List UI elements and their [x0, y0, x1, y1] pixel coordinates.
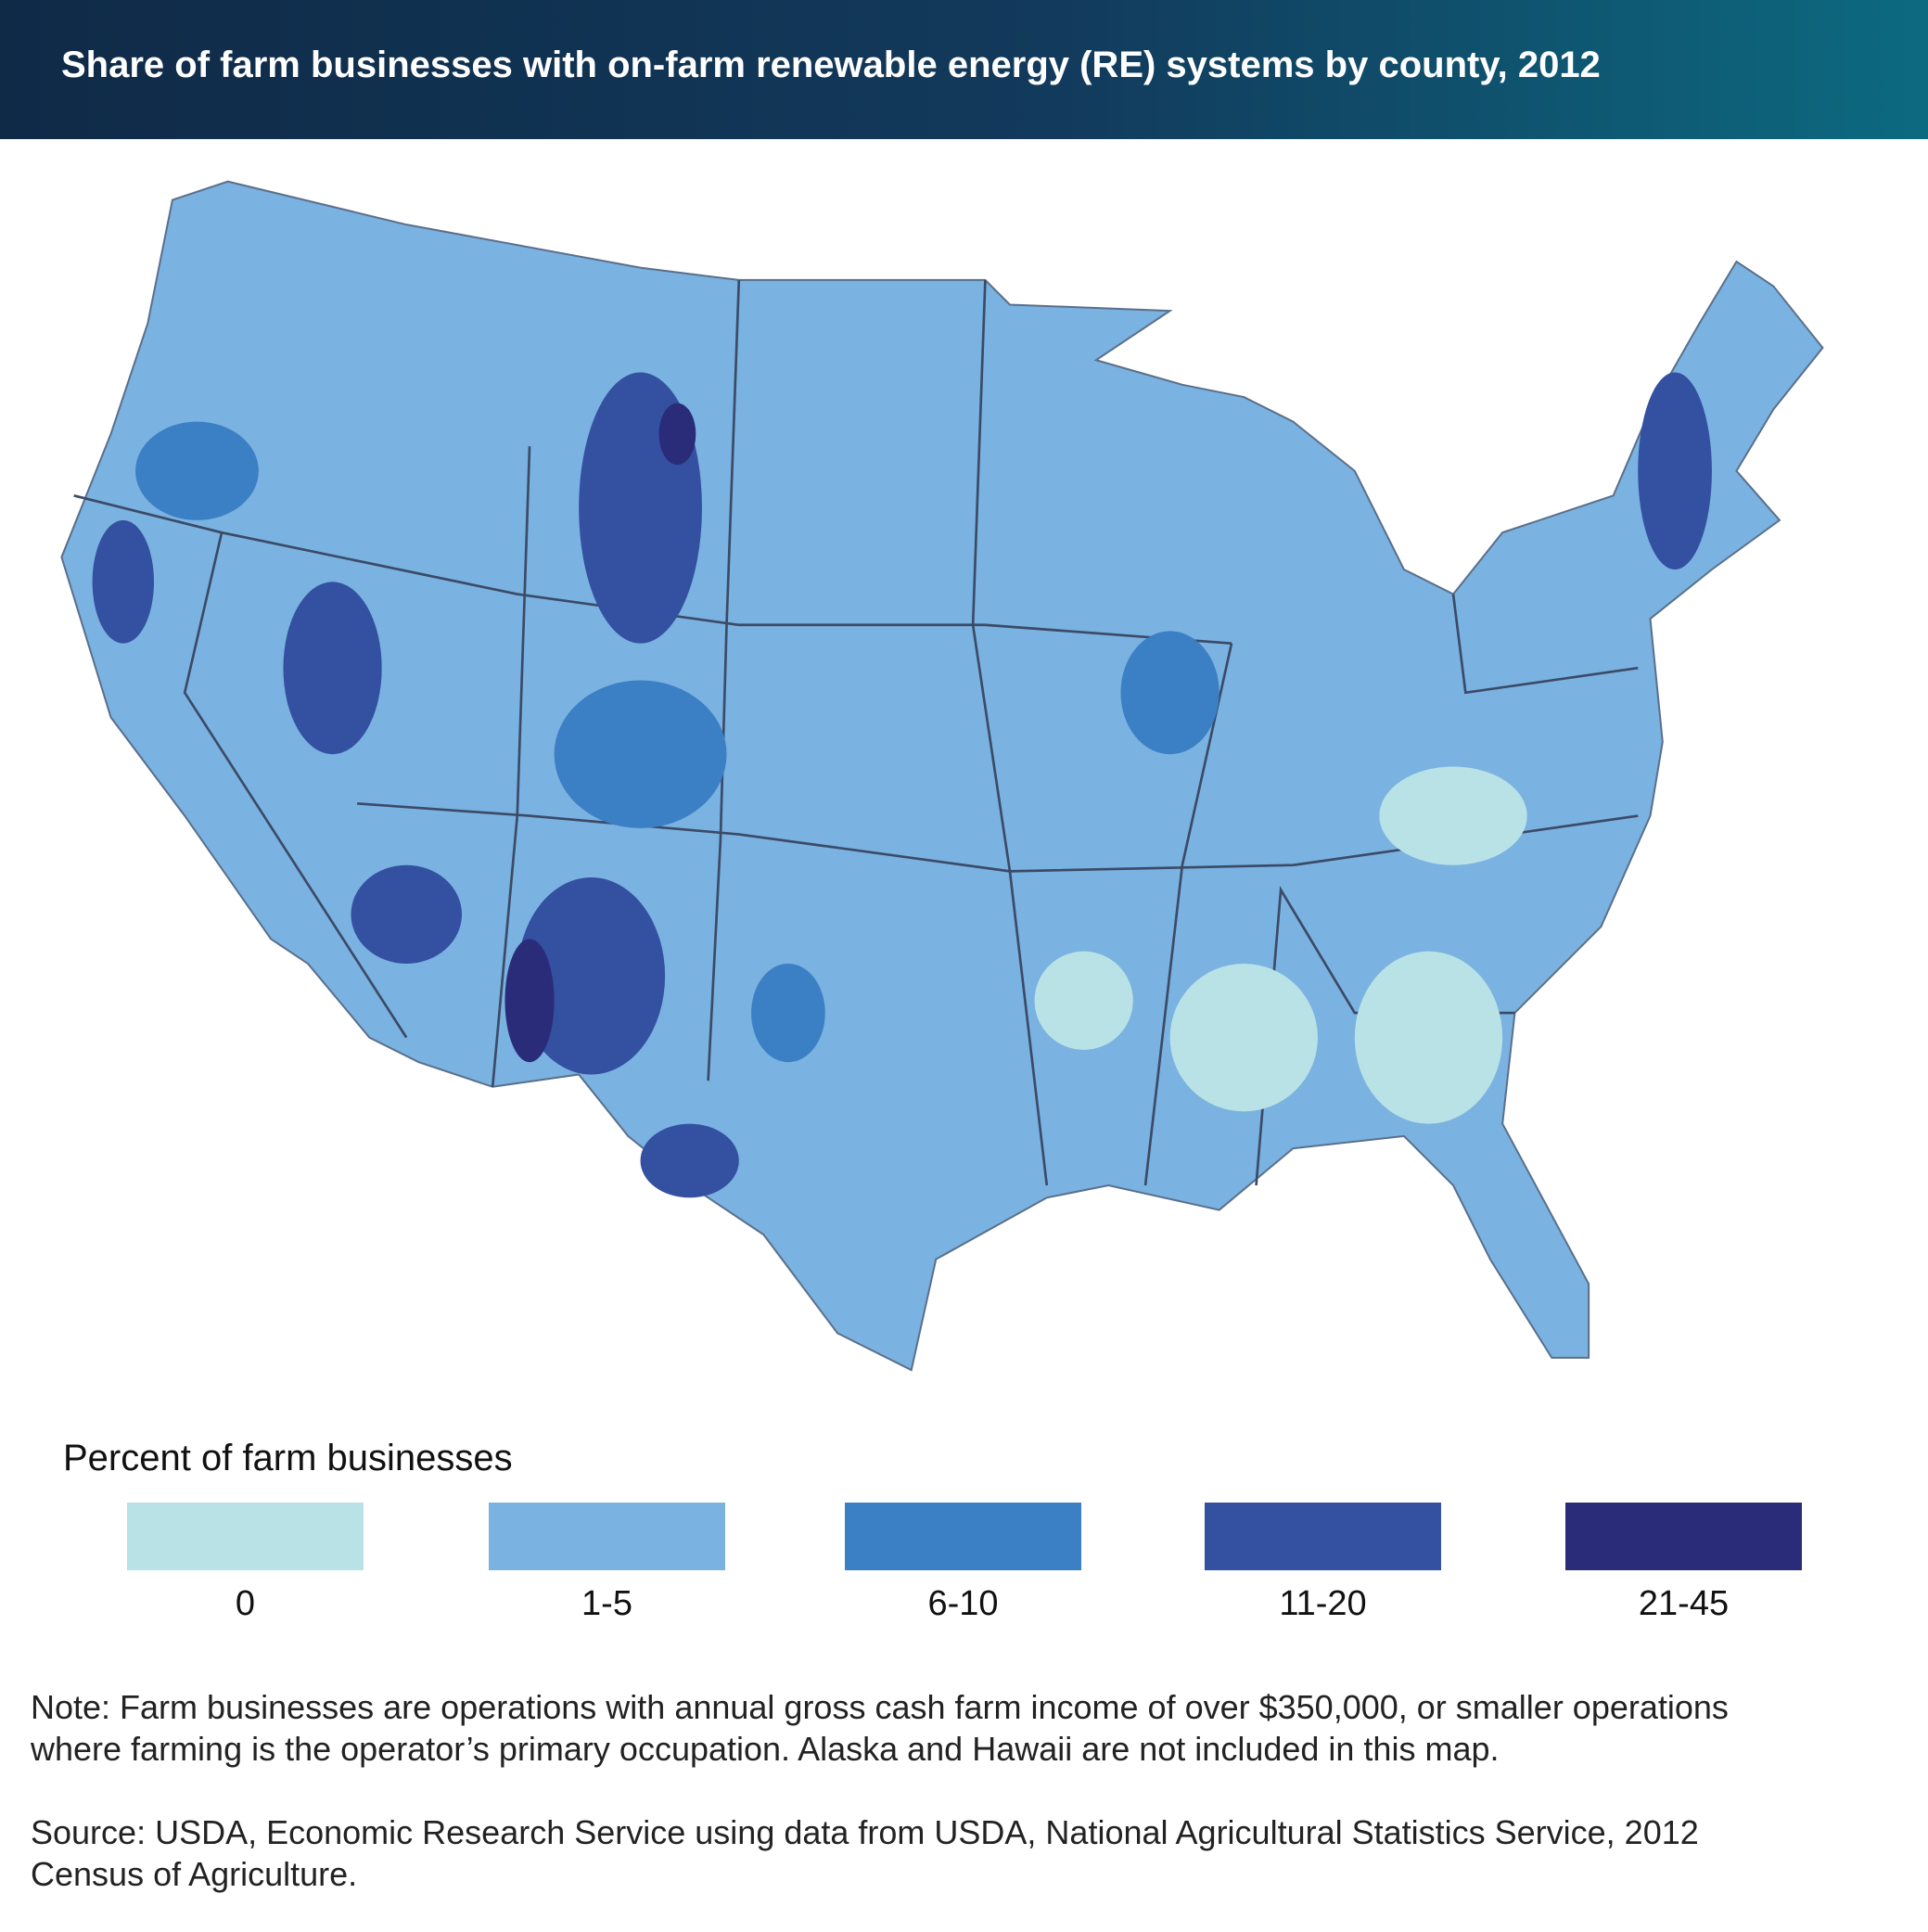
- legend-label: 1-5: [581, 1584, 632, 1623]
- state-borders: [73, 279, 1639, 1186]
- county-region: [1379, 766, 1527, 865]
- title: Share of farm businesses with on-farm re…: [61, 45, 1601, 85]
- county-region: [92, 519, 155, 644]
- county-region: [1034, 951, 1133, 1050]
- legend-label: 21-45: [1638, 1584, 1730, 1623]
- county-region: [135, 421, 259, 520]
- legend-label: 11-20: [1279, 1584, 1367, 1623]
- legend-swatch: [1205, 1503, 1441, 1570]
- county-region: [504, 939, 555, 1063]
- legend-swatch: [489, 1503, 725, 1570]
- county-region: [517, 877, 666, 1075]
- us-outline: [60, 180, 1824, 1372]
- county-region: [351, 864, 463, 964]
- legend-label: 6-10: [927, 1584, 999, 1623]
- county-region: [1638, 372, 1712, 569]
- note: Note: Farm businesses are operations wit…: [31, 1688, 1729, 1768]
- county-region: [1120, 631, 1219, 755]
- county-shading: [92, 372, 1712, 1198]
- legend-swatch: [845, 1503, 1081, 1570]
- legend-title: Percent of farm businesses: [63, 1438, 513, 1478]
- county-region: [1354, 951, 1503, 1124]
- title-bar: Share of farm businesses with on-farm re…: [0, 0, 1928, 139]
- county-region: [658, 403, 696, 466]
- county-region: [283, 582, 382, 755]
- county-region: [554, 680, 727, 828]
- legend-swatch: [1565, 1503, 1802, 1570]
- county-region: [751, 963, 825, 1063]
- source: Source: USDA, Economic Research Service …: [31, 1813, 1699, 1893]
- legend-label: 0: [235, 1584, 256, 1623]
- map: [60, 180, 1824, 1372]
- legend-swatch: [127, 1503, 364, 1570]
- county-region: [1169, 963, 1318, 1112]
- county-region: [640, 1123, 739, 1198]
